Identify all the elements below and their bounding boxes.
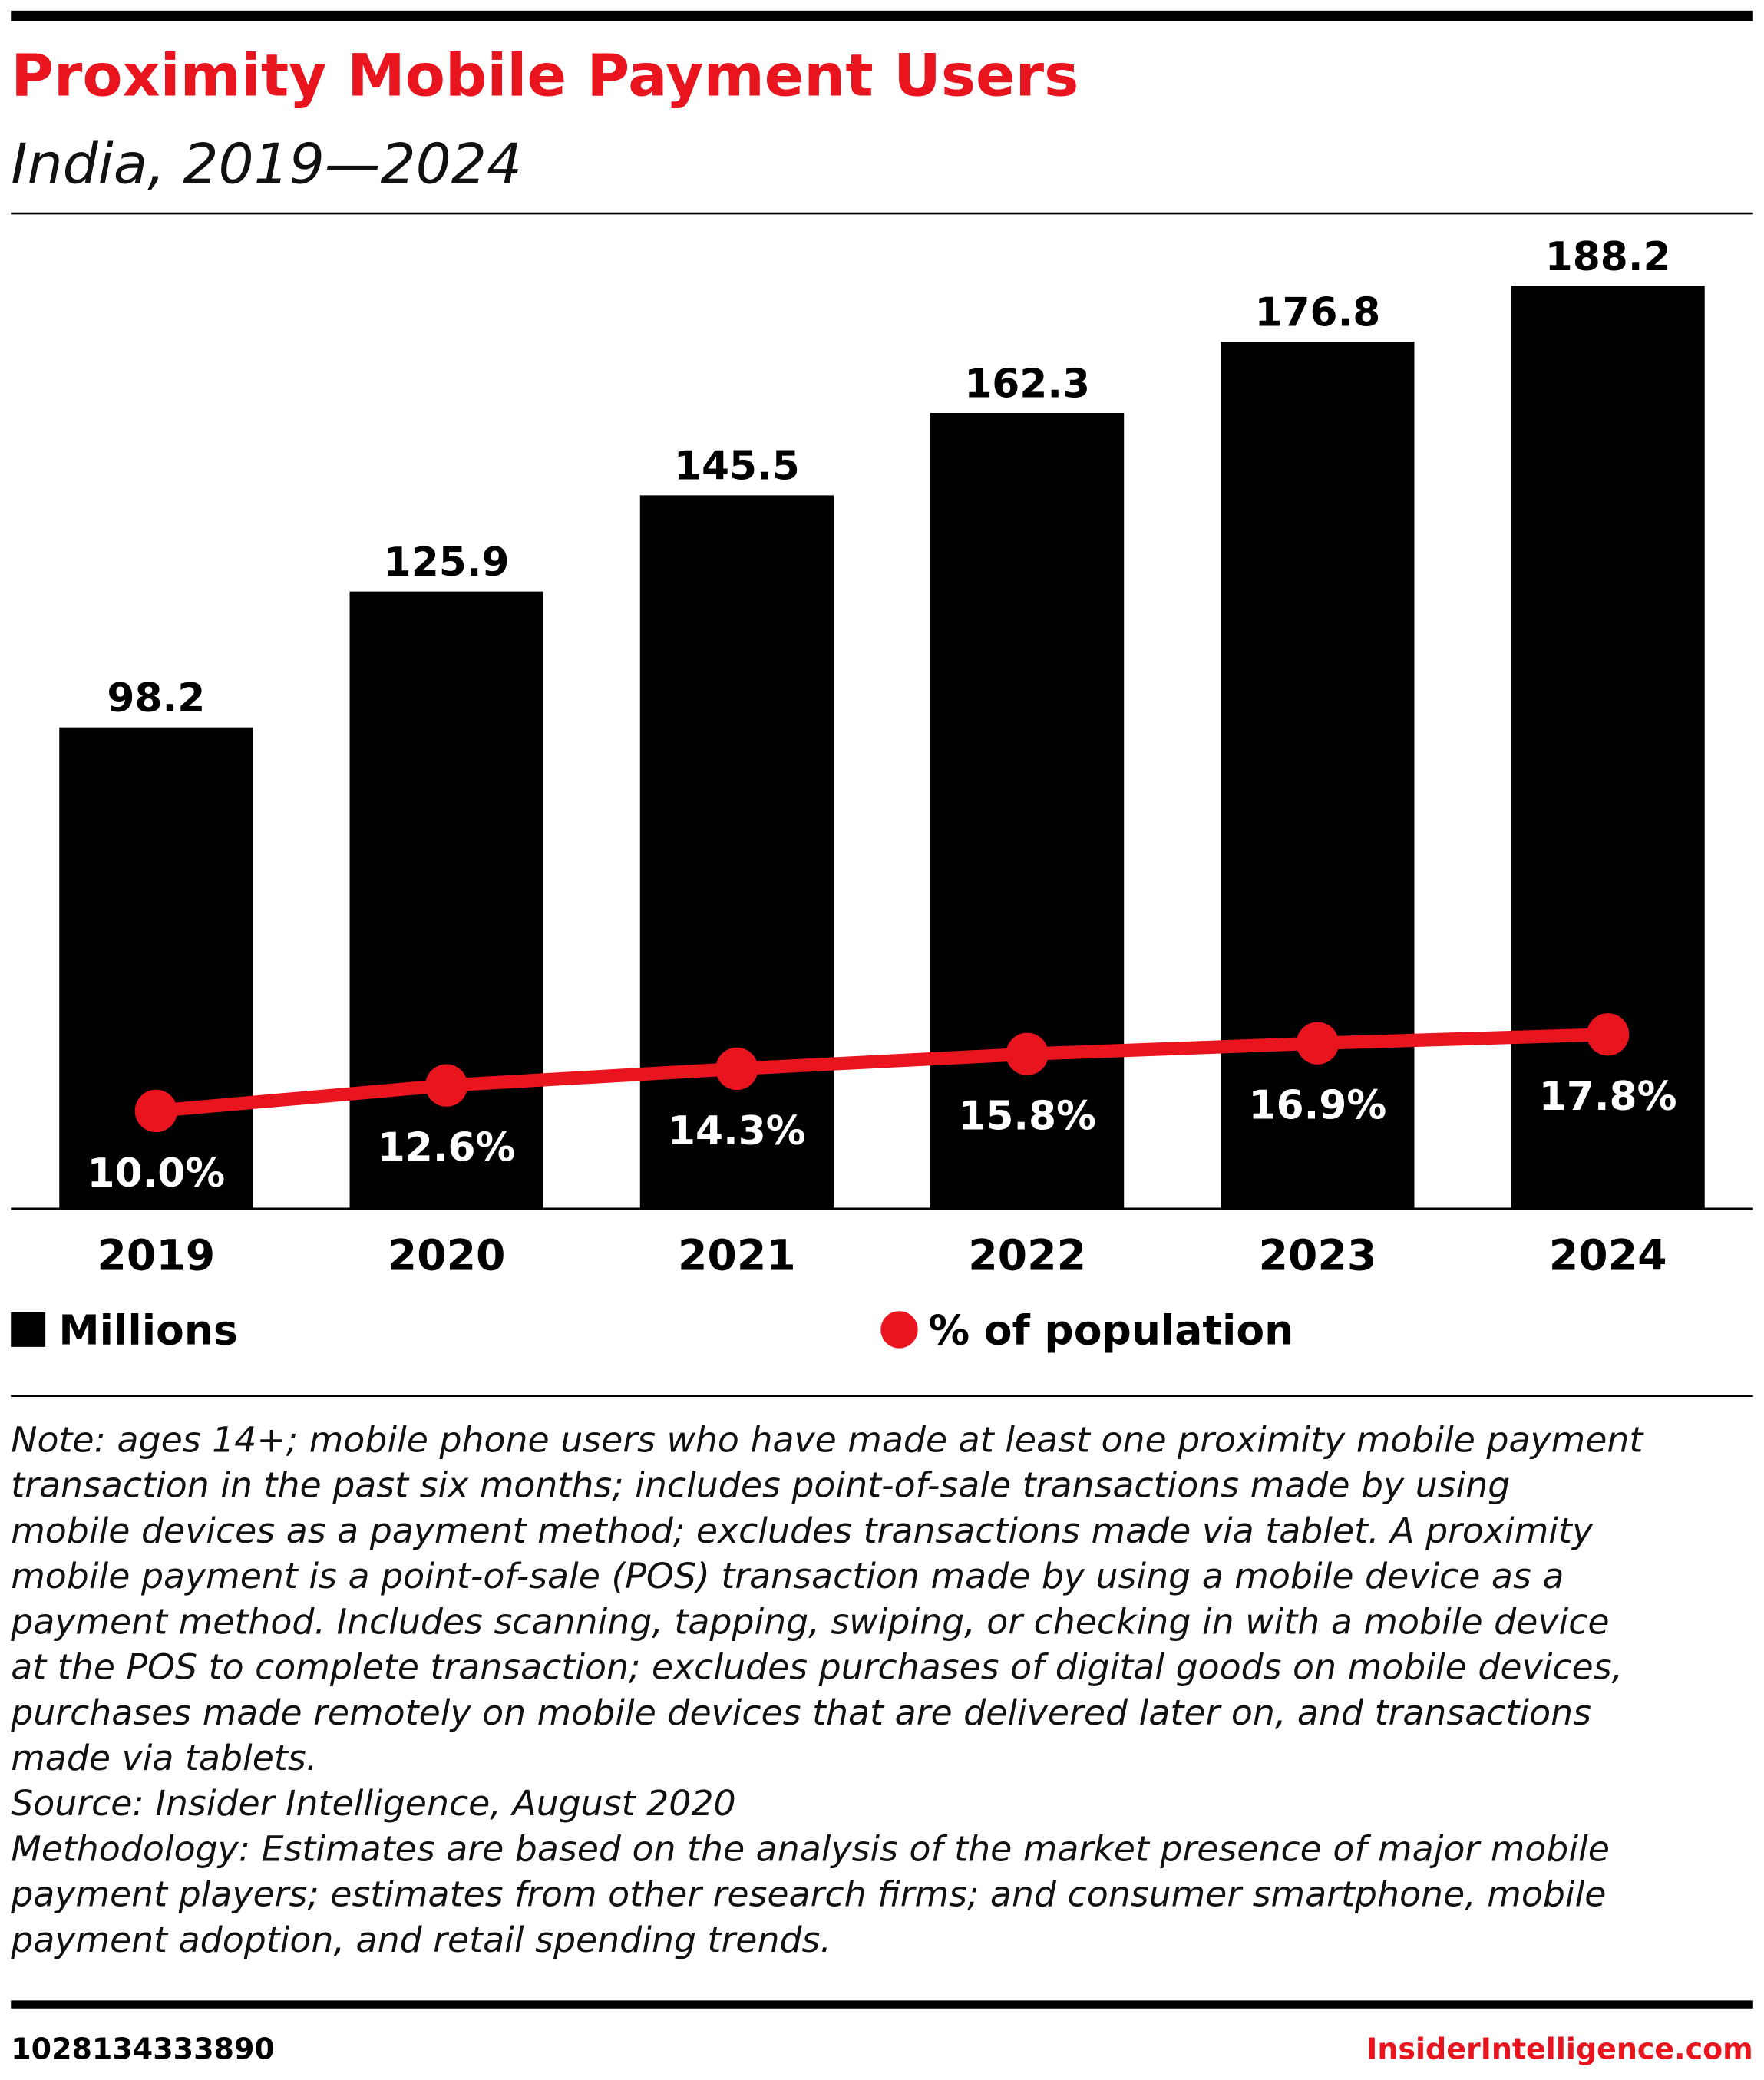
bar [1221, 342, 1415, 1210]
note-line: mobile payment is a point-of-sale (POS) … [11, 1556, 1564, 1596]
bar [639, 495, 834, 1210]
value-label: 14.3% [668, 1108, 806, 1154]
value-label: 16.9% [1249, 1083, 1387, 1129]
x-tick-label: 2019 [97, 1232, 215, 1281]
note-line: payment players; estimates from other re… [10, 1874, 1606, 1915]
point [134, 1089, 177, 1133]
x-tick-label: 2020 [388, 1232, 506, 1281]
point [1587, 1013, 1630, 1056]
value-label: 125.9 [384, 540, 510, 586]
note-line: Note: ages 14+; mobile phone users who h… [11, 1419, 1644, 1460]
x-tick-label: 2023 [1258, 1232, 1376, 1281]
note-line: payment adoption, and retail spending tr… [10, 1920, 831, 1960]
line [155, 1028, 1608, 1118]
point [715, 1047, 758, 1091]
value-label: 12.6% [378, 1125, 516, 1171]
x-tick-label: 2024 [1549, 1232, 1667, 1281]
footer-id: 1028134333890 [11, 2032, 275, 2065]
footer-brand: InsiderIntelligence.com [1366, 2032, 1753, 2065]
chart-subtitle: India, 2019—2024 [11, 132, 522, 196]
note-line: payment method. Includes scanning, tappi… [10, 1601, 1609, 1642]
note-line: made via tablets. [11, 1738, 317, 1778]
value-label: 98.2 [107, 675, 205, 721]
x-tick-label: 2022 [968, 1232, 1086, 1281]
value-label: 15.8% [958, 1094, 1096, 1140]
chart-title: Proximity Mobile Payment Users [11, 41, 1079, 109]
x-tick-label: 2021 [678, 1232, 796, 1281]
legend-label: Millions [58, 1306, 237, 1354]
bar [59, 727, 253, 1210]
point [424, 1064, 468, 1107]
value-label: 17.8% [1539, 1074, 1677, 1120]
legend-swatch [880, 1311, 918, 1349]
bar [1511, 286, 1705, 1210]
value-label: 176.8 [1254, 290, 1380, 336]
note-line: mobile devices as a payment method; excl… [11, 1510, 1594, 1551]
point [1296, 1022, 1340, 1065]
bottom-rule [11, 2000, 1753, 2009]
bar [930, 413, 1125, 1210]
note-line: Source: Insider Intelligence, August 202… [11, 1783, 735, 1824]
bar [349, 591, 543, 1210]
note-line: Methodology: Estimates are based on the … [11, 1828, 1610, 1869]
point [1006, 1032, 1049, 1075]
value-label: 10.0% [87, 1151, 225, 1197]
legend-swatch [11, 1312, 46, 1347]
value-label: 188.2 [1545, 234, 1671, 280]
note-line: transaction in the past six months; incl… [11, 1465, 1510, 1506]
note-line: at the POS to complete transaction; excl… [11, 1647, 1623, 1688]
note-line: purchases made remotely on mobile device… [10, 1692, 1591, 1733]
legend-label: % of population [928, 1306, 1293, 1354]
value-label: 145.5 [674, 444, 800, 490]
top-rule [11, 10, 1753, 21]
value-label: 162.3 [964, 361, 1090, 407]
